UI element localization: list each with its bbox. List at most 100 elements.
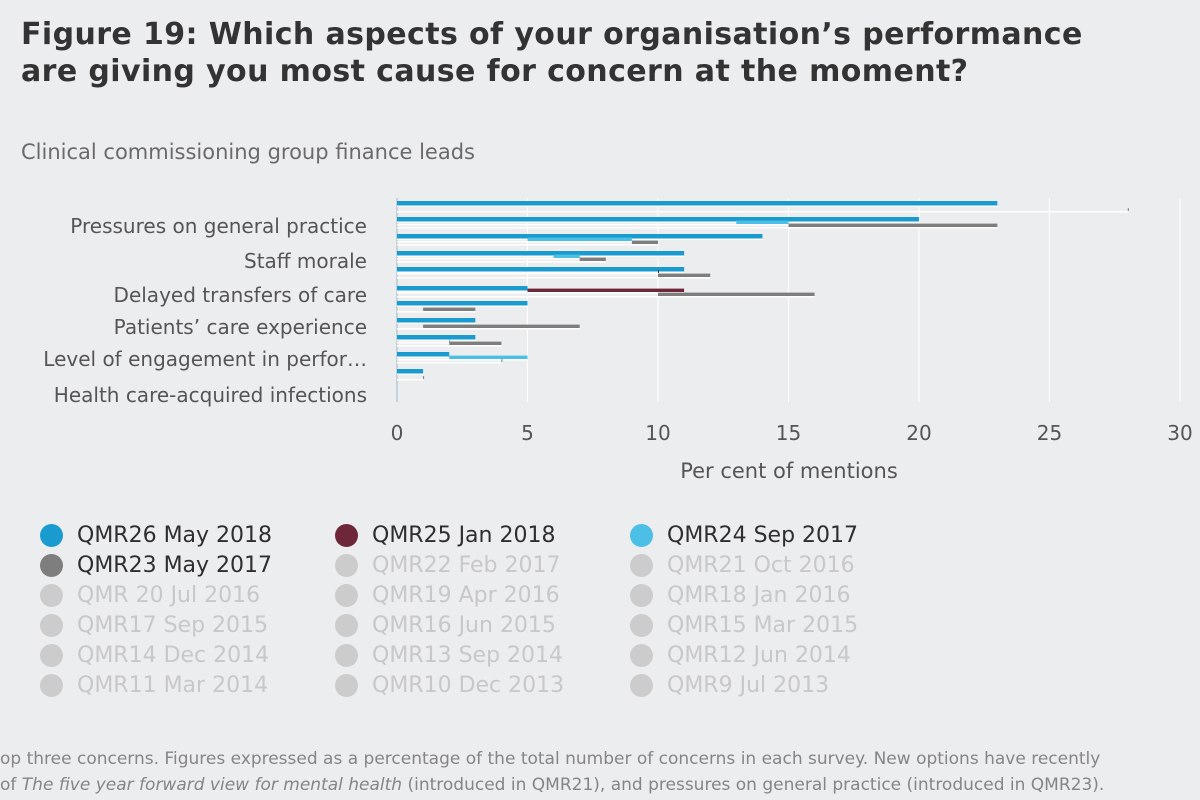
bar-underline xyxy=(397,271,685,273)
bar-qmr24-sep-2017[interactable] xyxy=(553,255,580,258)
category-label: Pressures on general practice xyxy=(70,214,367,238)
bar-qmr23-may-2017[interactable] xyxy=(501,359,503,362)
legend-item[interactable]: QMR14 Dec 2014 xyxy=(40,640,269,670)
bar-edge xyxy=(449,341,502,343)
bar-underline xyxy=(397,261,606,263)
bar-qmr25-jan-2018[interactable] xyxy=(527,289,685,292)
bar-underline xyxy=(397,373,424,375)
x-tick-label: 25 xyxy=(1037,421,1062,445)
bar-edge xyxy=(658,292,815,294)
bar-qmr23-may-2017[interactable] xyxy=(449,342,502,345)
bar-qmr26-may-2018[interactable] xyxy=(397,369,424,374)
bar-underline xyxy=(397,362,502,364)
bar-qmr24-sep-2017[interactable] xyxy=(527,238,632,241)
footnote-line-2-post: (introduced in QMR21), and pressures on … xyxy=(402,775,1105,795)
legend-item[interactable]: QMR12 Jun 2014 xyxy=(630,640,851,670)
bar-qmr23-may-2017[interactable] xyxy=(423,308,476,311)
bar-qmr26-may-2018[interactable] xyxy=(397,318,476,323)
bar-edge xyxy=(579,257,606,259)
bar-qmr23-may-2017[interactable] xyxy=(658,293,815,296)
bar-qmr23-may-2017[interactable] xyxy=(631,241,658,244)
legend-item[interactable]: QMR10 Dec 2013 xyxy=(335,670,564,700)
bar-qmr26-may-2018[interactable] xyxy=(397,352,450,357)
category-label: Patients’ care experience xyxy=(114,315,367,339)
legend-item[interactable]: QMR11 Mar 2014 xyxy=(40,670,268,700)
bar-edge xyxy=(423,324,580,326)
legend-item[interactable]: QMR22 Feb 2017 xyxy=(335,550,561,580)
legend-item[interactable]: QMR23 May 2017 xyxy=(40,550,272,580)
legend-item[interactable]: QMR17 Sep 2015 xyxy=(40,610,268,640)
bar-qmr23-may-2017[interactable] xyxy=(788,224,998,227)
legend-item[interactable]: QMR13 Sep 2014 xyxy=(335,640,563,670)
bar-qmr24-sep-2017[interactable] xyxy=(736,221,789,224)
bar-edge xyxy=(788,223,998,225)
bar-qmr26-may-2018[interactable] xyxy=(397,217,919,222)
bar-qmr23-may-2017[interactable] xyxy=(579,258,606,261)
legend-item[interactable]: QMR16 Jun 2015 xyxy=(335,610,556,640)
bar-edge xyxy=(449,355,528,357)
bar-underline xyxy=(397,356,450,358)
bar-edge xyxy=(553,254,580,256)
bar-qmr26-may-2018[interactable] xyxy=(397,251,685,256)
bar-underline xyxy=(397,224,789,226)
footnote-line-1: op three concerns. Figures expressed as … xyxy=(0,749,1101,769)
bar-qmr25-jan-2018[interactable] xyxy=(658,270,659,273)
bar-qmr24-sep-2017[interactable] xyxy=(449,339,451,342)
legend-dot-icon xyxy=(630,613,653,637)
legend-label: QMR14 Dec 2014 xyxy=(77,642,270,668)
bar-qmr26-may-2018[interactable] xyxy=(397,301,528,306)
legend-item[interactable]: QMR19 Apr 2016 xyxy=(335,580,560,610)
legend-item[interactable]: QMR25 Jan 2018 xyxy=(335,520,555,550)
bar-qmr23-may-2017[interactable] xyxy=(658,274,711,277)
bar-edge xyxy=(527,288,685,290)
legend-dot-icon xyxy=(630,583,653,607)
legend-item[interactable]: QMR9 Jul 2013 xyxy=(630,670,829,700)
legend-dot-icon xyxy=(630,523,653,547)
bar-qmr24-sep-2017[interactable] xyxy=(449,356,528,359)
chart-title: Figure 19: Which aspects of your organis… xyxy=(21,17,1083,89)
bar-underline xyxy=(397,359,528,361)
bar-qmr26-may-2018[interactable] xyxy=(397,201,998,206)
bar-qmr26-may-2018[interactable] xyxy=(397,286,528,291)
legend-dot-icon xyxy=(630,643,653,667)
chart-subtitle: Clinical commissioning group finance lea… xyxy=(21,140,475,164)
bar-qmr23-may-2017[interactable] xyxy=(423,325,580,328)
legend-item[interactable]: QMR 20 Jul 2016 xyxy=(40,580,260,610)
bar-qmr23-may-2017[interactable] xyxy=(423,376,425,379)
bar-underline xyxy=(397,255,685,257)
legend-item[interactable]: QMR18 Jan 2016 xyxy=(630,580,850,610)
bar-underline xyxy=(397,227,998,229)
bar-edge xyxy=(423,307,476,309)
legend-label: QMR26 May 2018 xyxy=(77,522,273,548)
bar-underline xyxy=(397,211,1128,213)
legend-label: QMR9 Jul 2013 xyxy=(667,672,830,698)
bar-underline xyxy=(397,244,658,246)
category-label: Delayed transfers of care xyxy=(114,283,367,307)
legend-dot-icon xyxy=(40,613,63,637)
legend-label: QMR11 Mar 2014 xyxy=(77,672,269,698)
legend-label: QMR16 Jun 2015 xyxy=(372,612,556,638)
bar-underline xyxy=(397,311,476,313)
bar-edge xyxy=(527,237,632,239)
legend-label: QMR10 Dec 2013 xyxy=(372,672,565,698)
bar-underline xyxy=(397,292,685,294)
legend-label: QMR17 Sep 2015 xyxy=(77,612,269,638)
x-tick-label: 5 xyxy=(521,421,534,445)
legend-label: QMR12 Jun 2014 xyxy=(667,642,851,668)
bar-qmr26-may-2018[interactable] xyxy=(397,335,476,340)
category-label: Staff morale xyxy=(244,249,367,273)
bar-qmr26-may-2018[interactable] xyxy=(397,267,685,272)
bar-qmr26-may-2018[interactable] xyxy=(397,234,763,239)
legend-item[interactable]: QMR21 Oct 2016 xyxy=(630,550,855,580)
x-tick-label: 0 xyxy=(391,421,404,445)
bar-underline xyxy=(397,328,580,330)
legend-item[interactable]: QMR26 May 2018 xyxy=(40,520,272,550)
legend-dot-icon xyxy=(335,523,358,547)
legend-label: QMR 20 Jul 2016 xyxy=(77,582,261,608)
bars xyxy=(397,201,1129,381)
legend-item[interactable]: QMR15 Mar 2015 xyxy=(630,610,858,640)
legend-item[interactable]: QMR24 Sep 2017 xyxy=(630,520,858,550)
bar-underline xyxy=(397,205,998,207)
bar-underline xyxy=(397,258,580,260)
bar-qmr23-may-2017[interactable] xyxy=(1127,208,1129,211)
